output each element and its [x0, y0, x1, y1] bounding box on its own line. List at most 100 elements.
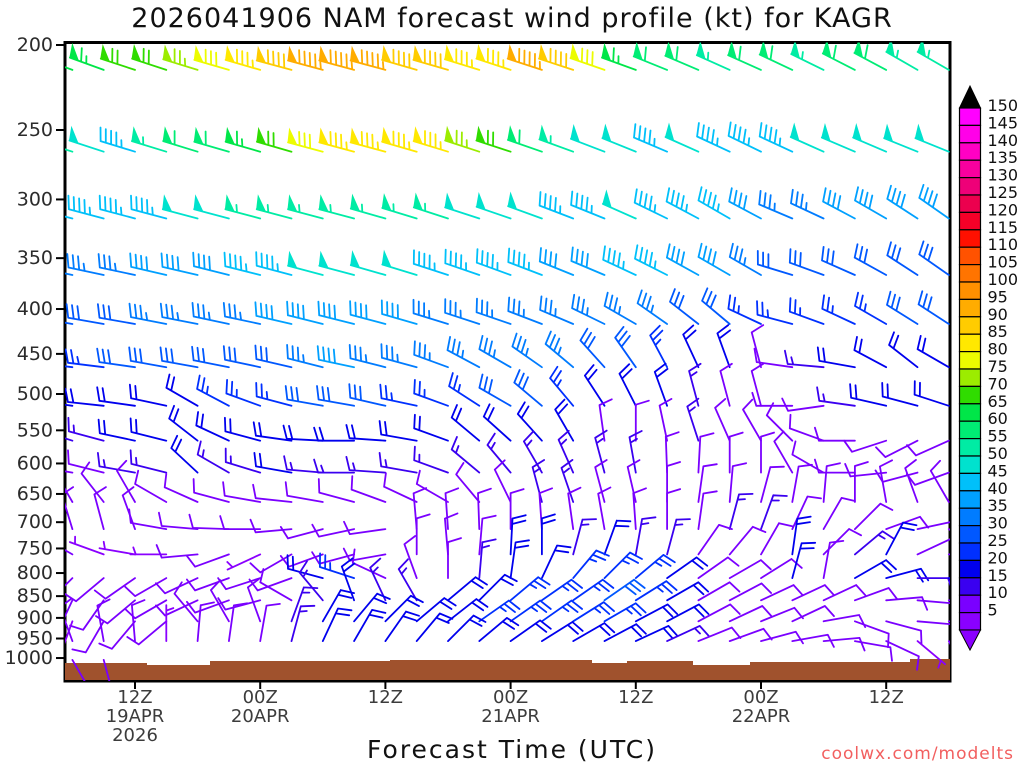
wind-barb — [516, 401, 543, 442]
wind-barb — [696, 122, 731, 153]
barb-staff — [916, 599, 950, 605]
barb-staff — [444, 206, 481, 220]
barb-staff — [317, 300, 355, 325]
barb-staff — [447, 576, 488, 602]
barb-staff — [854, 502, 894, 530]
wind-barb — [760, 522, 794, 556]
wind-barb — [697, 463, 718, 503]
barb-staff — [93, 486, 107, 530]
barb-staff — [65, 487, 74, 503]
barb-staff — [791, 495, 822, 530]
barb-staff — [298, 560, 324, 602]
colorbar-label: 90 — [988, 305, 1008, 324]
wind-barb — [96, 598, 111, 642]
colorbar-label: 105 — [988, 253, 1019, 272]
wind-barb — [65, 577, 74, 587]
wind-barb — [415, 612, 454, 642]
wind-barb — [65, 577, 105, 603]
wind-barb — [572, 601, 615, 623]
barb-row-750 — [65, 512, 950, 574]
barb-staff — [254, 344, 293, 369]
barb-staff — [290, 586, 319, 623]
colorbar-label: 25 — [988, 531, 1008, 550]
barb-staff — [822, 614, 867, 628]
barb-staff — [601, 137, 637, 153]
wind-barb — [350, 475, 387, 503]
barb-staff — [224, 447, 262, 474]
colorbar-label: 40 — [988, 479, 1008, 498]
barb-staff — [448, 372, 481, 407]
barb-staff — [65, 348, 105, 369]
barb-staff — [760, 431, 775, 474]
barb-staff — [345, 424, 387, 442]
wind-barb — [340, 557, 356, 602]
wind-barb — [96, 347, 136, 369]
wind-barb — [65, 620, 74, 645]
barb-staff — [321, 607, 353, 642]
wind-barb — [822, 637, 866, 652]
wind-barb — [886, 290, 919, 325]
wind-barb — [750, 324, 765, 369]
colorbar-swatch — [958, 333, 982, 353]
barb-staff — [160, 252, 199, 276]
barb-staff — [914, 137, 950, 153]
wind-barb — [102, 659, 111, 681]
barb-staff — [222, 345, 262, 369]
barb-staff — [159, 302, 199, 325]
barb-staff — [319, 552, 355, 579]
wind-barb — [65, 470, 74, 474]
barb-staff — [247, 578, 262, 623]
wind-barb — [538, 124, 575, 153]
wind-barb — [131, 43, 168, 71]
wind-barb — [852, 123, 888, 153]
wind-barb — [854, 186, 888, 220]
barb-staff — [412, 487, 428, 530]
wind-barb — [633, 123, 668, 153]
wind-barb — [750, 362, 765, 407]
barb-staff — [193, 208, 230, 220]
wind-barb — [628, 430, 643, 474]
barb-staff — [666, 518, 691, 556]
wind-barb — [666, 488, 681, 530]
wind-barb — [475, 191, 512, 220]
barb-staff — [822, 497, 856, 530]
barb-staff — [584, 364, 606, 407]
wind-barb — [155, 544, 199, 559]
barb-staff — [760, 630, 804, 645]
wind-barb — [666, 243, 700, 276]
wind-barb — [570, 124, 606, 153]
colorbar-label: 80 — [988, 340, 1008, 359]
barb-staff — [96, 347, 136, 369]
barb-staff — [196, 440, 230, 474]
barb-staff — [509, 488, 525, 530]
wind-barb — [906, 439, 950, 457]
colorbar-label: 140 — [988, 131, 1019, 150]
wind-barb — [727, 294, 762, 325]
barb-staff — [195, 411, 230, 442]
barb-row-400 — [65, 287, 950, 325]
wind-barb — [224, 447, 262, 474]
wind-barb — [728, 493, 754, 530]
wind-barb — [348, 344, 387, 369]
barb-staff — [444, 129, 481, 153]
page-title: 2026041906 NAM forecast wind profile (kt… — [131, 3, 893, 34]
wind-barb — [284, 385, 324, 407]
wind-barb — [632, 42, 668, 71]
barb-staff — [168, 404, 199, 442]
wind-barb — [756, 250, 794, 276]
barb-staff — [349, 131, 387, 153]
barb-staff — [353, 609, 387, 642]
y-tick-label: 650 — [17, 483, 53, 505]
wind-barb — [71, 659, 86, 681]
wind-barb — [67, 194, 105, 220]
barb-staff — [697, 490, 718, 530]
barb-staff — [539, 295, 575, 325]
wind-barb — [222, 345, 262, 369]
wind-barb — [843, 439, 888, 453]
wind-barb — [349, 127, 387, 153]
x-tick-label: 19APR — [106, 706, 165, 727]
barb-staff — [155, 599, 199, 617]
barb-staff — [507, 296, 543, 325]
barb-staff — [572, 578, 615, 602]
wind-barb — [68, 125, 105, 153]
